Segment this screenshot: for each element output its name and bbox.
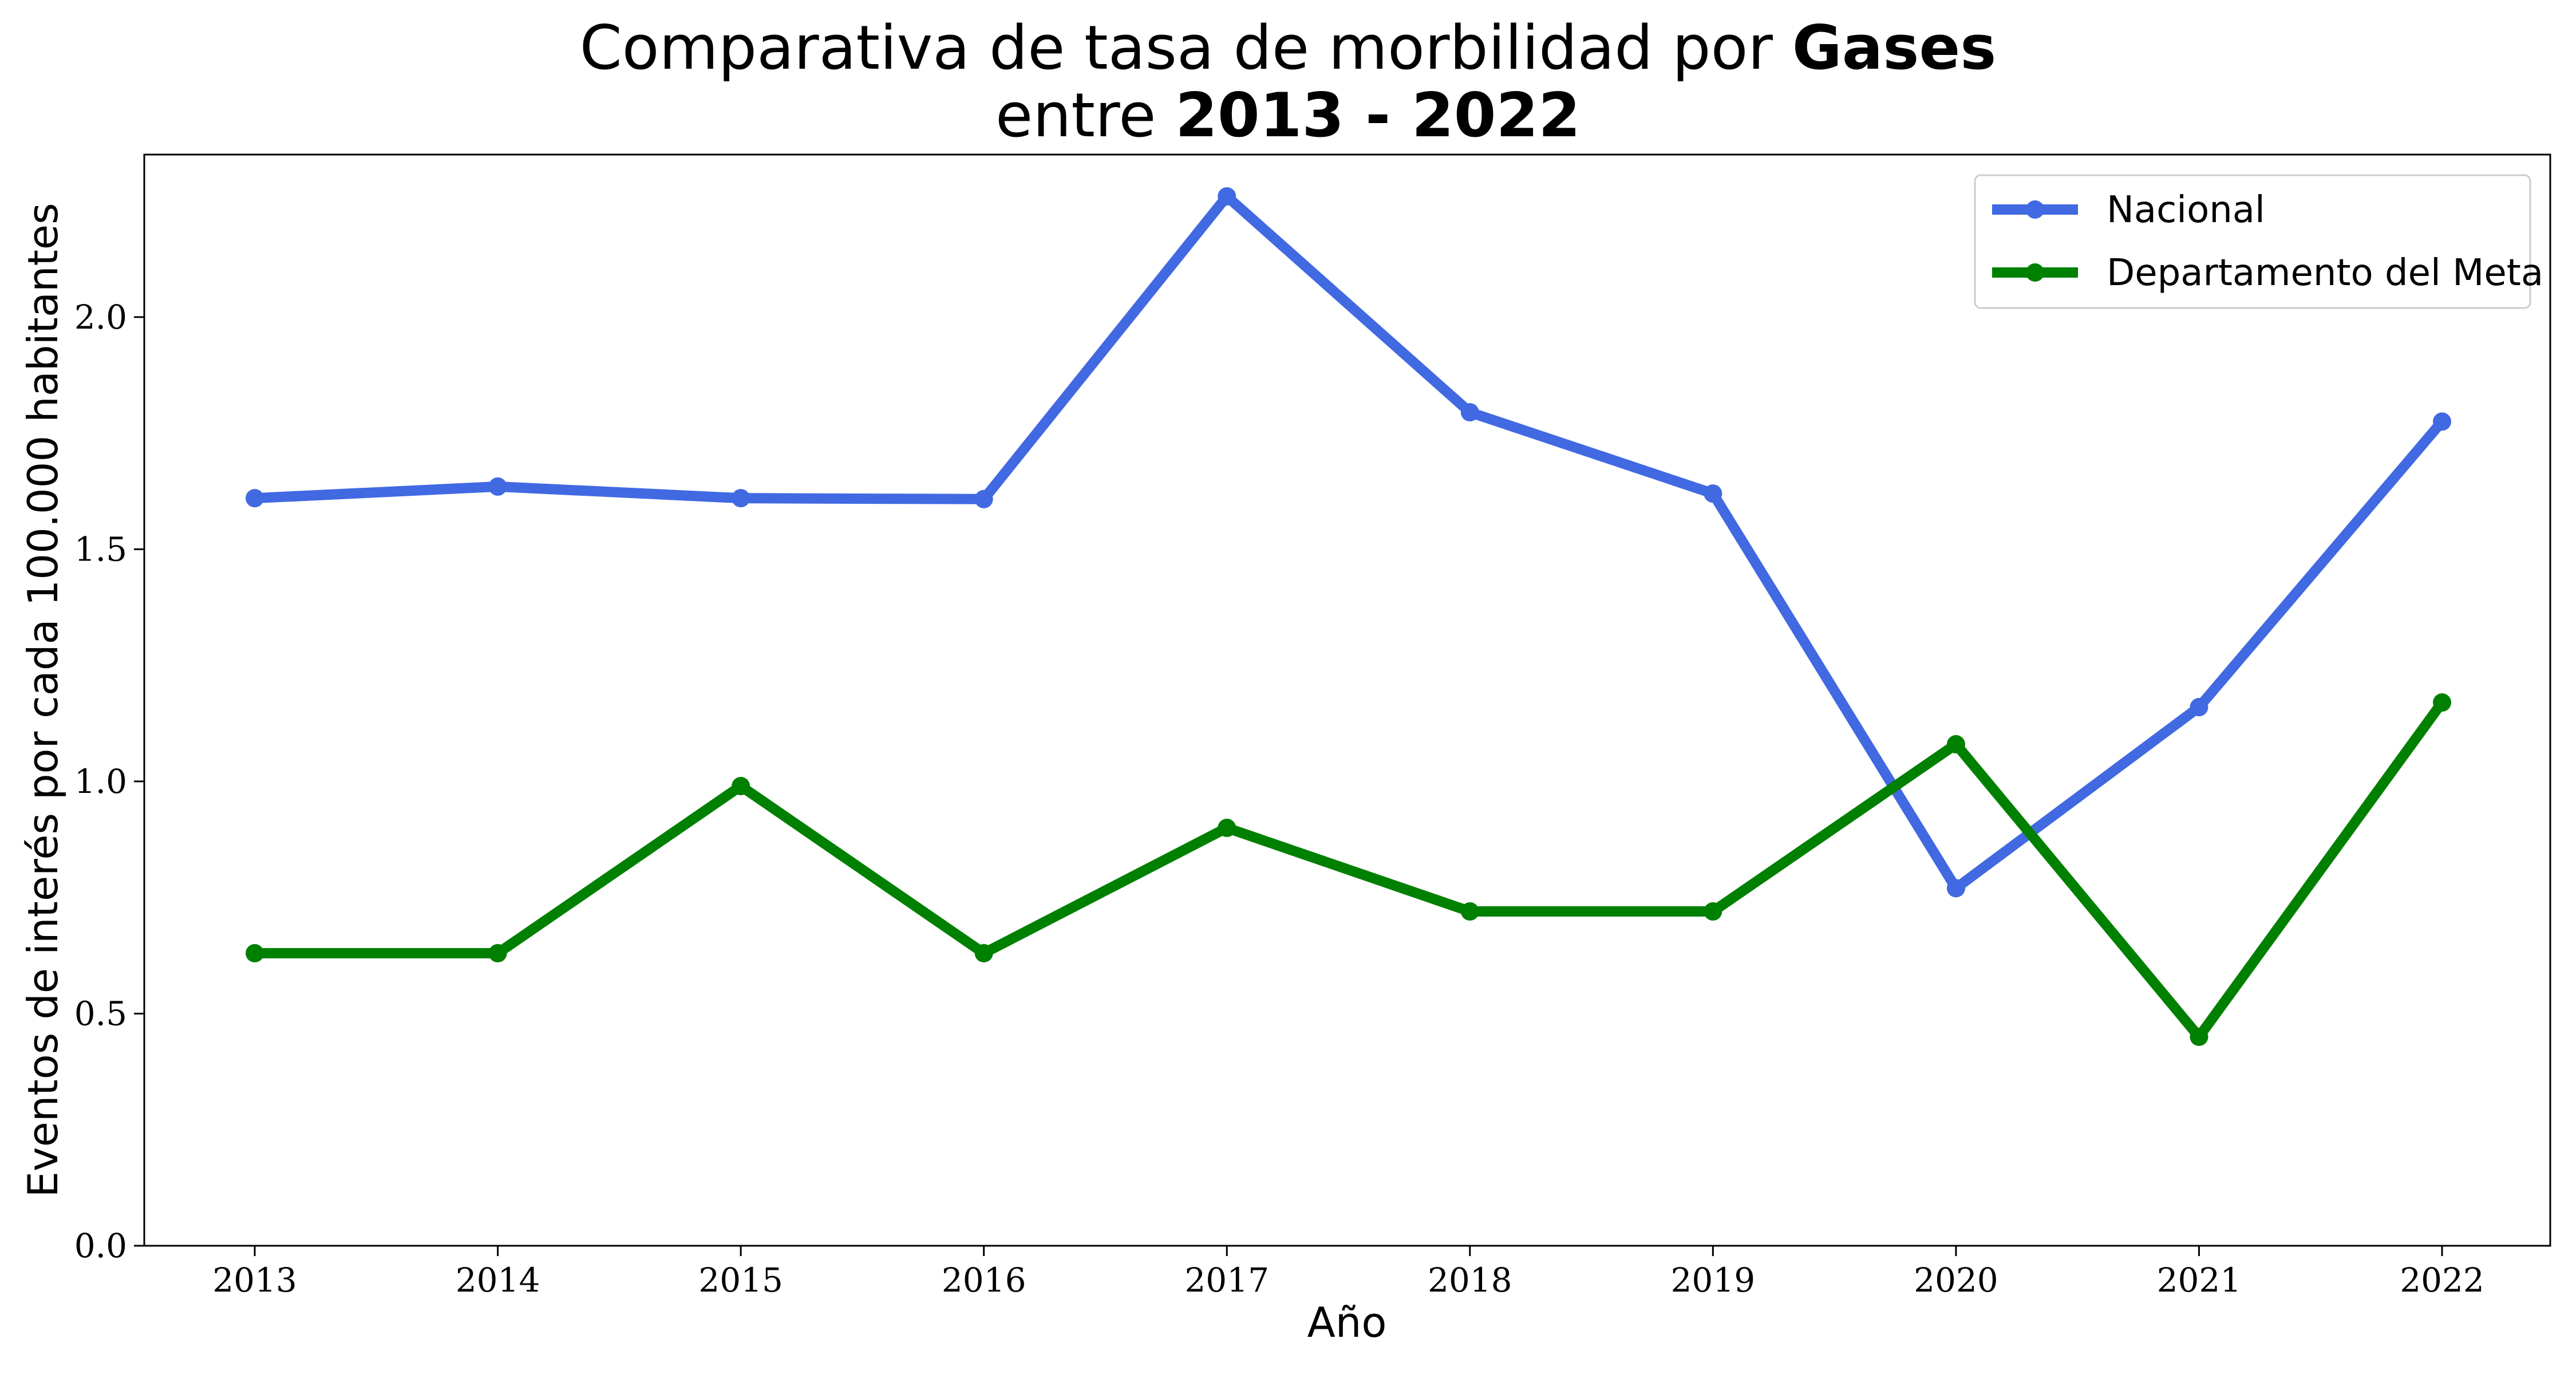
chart-title-line2: entre 2013 - 2022 bbox=[995, 80, 1581, 151]
chart-title-line1: Comparativa de tasa de morbilidad por Ga… bbox=[580, 13, 1997, 83]
y-tick-label: 0.5 bbox=[74, 994, 127, 1033]
data-point-nacional bbox=[488, 477, 507, 496]
legend: Nacional Departamento del Meta bbox=[1974, 174, 2543, 309]
x-tick-label: 2017 bbox=[1184, 1261, 1269, 1300]
series-layer bbox=[246, 187, 2451, 1047]
data-point-nacional bbox=[246, 489, 264, 508]
data-point-departamento-del-meta bbox=[1460, 902, 1479, 921]
x-axis-ticks: 2013 2014 2015 2016 2017 2018 2019 2020 2021 2022 bbox=[212, 1246, 2484, 1300]
series-line-departamento-del-meta bbox=[250, 697, 2447, 1043]
y-axis-label: Eventos de interés por cada 100.000 habi… bbox=[19, 203, 67, 1197]
chart-title-line1-bold: Gases bbox=[1792, 13, 1997, 83]
y-tick-label: 1.0 bbox=[74, 762, 127, 801]
data-point-nacional bbox=[974, 489, 993, 508]
data-point-departamento-del-meta bbox=[1218, 819, 1236, 838]
legend-marker-departamento-del-meta bbox=[2026, 263, 2044, 282]
chart-title-line2-bold: 2013 - 2022 bbox=[1175, 80, 1581, 151]
x-tick-label: 2014 bbox=[456, 1261, 540, 1300]
legend-label-nacional: Nacional bbox=[2107, 189, 2265, 231]
data-point-nacional bbox=[732, 489, 750, 508]
x-tick-label: 2015 bbox=[698, 1261, 783, 1300]
x-tick-label: 2021 bbox=[2157, 1261, 2242, 1300]
x-axis-label: Año bbox=[1307, 1298, 1387, 1347]
y-tick-label: 0.0 bbox=[74, 1226, 127, 1265]
chart-title-line1-prefix: Comparativa de tasa de morbilidad por bbox=[580, 13, 1792, 83]
legend-marker-nacional bbox=[2026, 200, 2044, 219]
data-point-nacional bbox=[2190, 698, 2208, 717]
data-point-departamento-del-meta bbox=[1946, 735, 1965, 754]
x-tick-label: 2019 bbox=[1671, 1261, 1756, 1300]
data-point-nacional bbox=[2433, 412, 2451, 431]
data-point-nacional bbox=[1946, 879, 1965, 898]
series-line-nacional bbox=[250, 191, 2447, 894]
legend-box bbox=[1974, 174, 2531, 309]
data-point-departamento-del-meta bbox=[974, 944, 993, 963]
plot-area-frame bbox=[143, 153, 2551, 1247]
y-tick-label: 2.0 bbox=[74, 298, 127, 337]
data-point-nacional bbox=[1704, 484, 1722, 503]
legend-entries: Nacional Departamento del Meta bbox=[1992, 189, 2543, 294]
y-tick-label: 1.5 bbox=[74, 530, 127, 568]
data-point-departamento-del-meta bbox=[488, 944, 507, 963]
chart-title-line2-prefix: entre bbox=[995, 80, 1175, 151]
x-tick-label: 2018 bbox=[1428, 1261, 1512, 1300]
x-tick-label: 2020 bbox=[1914, 1261, 1998, 1300]
data-point-departamento-del-meta bbox=[1704, 902, 1722, 921]
data-point-departamento-del-meta bbox=[246, 944, 264, 963]
data-point-departamento-del-meta bbox=[732, 777, 750, 796]
data-point-nacional bbox=[1460, 403, 1479, 422]
data-point-departamento-del-meta bbox=[2433, 693, 2451, 712]
x-tick-label: 2013 bbox=[212, 1261, 297, 1300]
y-axis-ticks: 0.0 0.5 1.0 1.5 2.0 bbox=[74, 298, 144, 1265]
x-tick-label: 2016 bbox=[942, 1261, 1026, 1300]
data-point-nacional bbox=[1218, 187, 1236, 206]
legend-label-departamento-del-meta: Departamento del Meta bbox=[2107, 252, 2543, 294]
data-point-departamento-del-meta bbox=[2190, 1028, 2208, 1047]
x-tick-label: 2022 bbox=[2400, 1261, 2484, 1300]
